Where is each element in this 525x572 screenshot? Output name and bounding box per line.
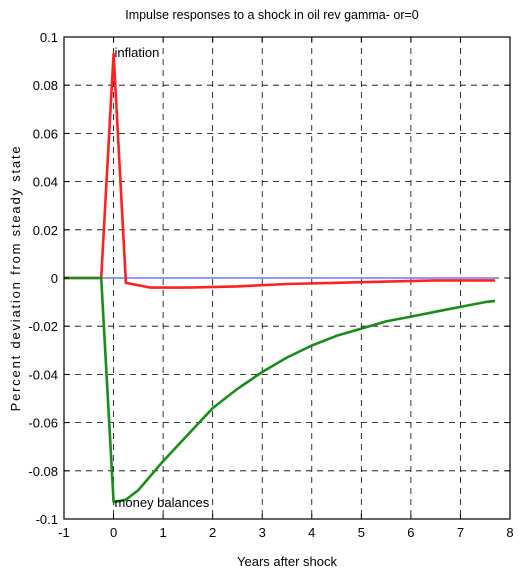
y-tick-label: 0.06 [33,126,58,141]
series-line-inflation [64,52,496,289]
x-tick-label: 8 [506,525,513,540]
series-line-money-balances [64,276,496,504]
y-tick-label: -0.06 [28,416,58,431]
x-tick-label: 4 [308,525,315,540]
y-tick-label: -0.08 [28,464,58,479]
annotation-money-balances: money balances [115,495,210,510]
x-tick-label: 5 [358,525,365,540]
x-axis-label: Years after shock [237,554,337,569]
y-tick-label: -0.04 [28,367,58,382]
grid [64,37,510,519]
y-tick-label: 0.08 [33,78,58,93]
y-tick-label: 0 [51,271,58,286]
x-tick-label: 0 [110,525,117,540]
y-tick-label: -0.1 [36,512,58,527]
y-axis-label: Percent deviation from steady state [8,145,23,412]
annotation-layer: inflation money balances [115,45,210,510]
x-tick-label: 3 [259,525,266,540]
x-tick-label: 2 [209,525,216,540]
x-tick-label: 1 [159,525,166,540]
y-tick-label: 0.02 [33,223,58,238]
annotation-inflation: inflation [115,45,160,60]
y-tick-label: 0.04 [33,175,58,190]
chart-title: Impulse responses to a shock in oil rev … [125,8,419,22]
y-tick-label: -0.02 [28,319,58,334]
x-tick-label: 7 [457,525,464,540]
tick-layer: -1 0 1 2 3 4 5 6 7 8 0.1 0.08 0.06 0.04 0.02 0 -0.02 -0.0… [28,30,513,540]
y-tick-label: 0.1 [40,30,58,45]
series-layer [64,52,496,504]
x-tick-label: -1 [58,525,70,540]
x-tick-label: 6 [407,525,414,540]
